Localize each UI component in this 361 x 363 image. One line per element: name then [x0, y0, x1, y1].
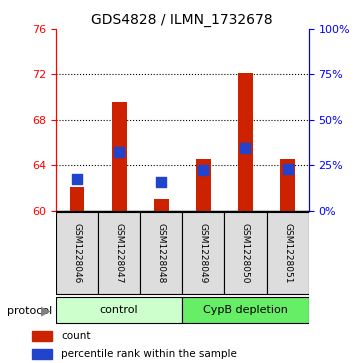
Text: percentile rank within the sample: percentile rank within the sample: [61, 349, 237, 359]
Text: GSM1228046: GSM1228046: [73, 223, 82, 284]
Text: GSM1228051: GSM1228051: [283, 223, 292, 284]
Bar: [238, 73, 253, 211]
Text: ▶: ▶: [41, 305, 51, 318]
Point: [116, 148, 122, 154]
Text: CypB depletion: CypB depletion: [203, 305, 288, 315]
FancyBboxPatch shape: [182, 212, 225, 294]
FancyBboxPatch shape: [140, 212, 182, 294]
Bar: [70, 187, 84, 211]
Text: GSM1228048: GSM1228048: [157, 223, 166, 284]
Bar: [112, 102, 126, 211]
Bar: [196, 159, 211, 211]
Point: [74, 176, 80, 182]
Text: control: control: [100, 305, 138, 315]
Bar: [32, 331, 52, 341]
Point: [158, 179, 164, 184]
FancyBboxPatch shape: [266, 212, 309, 294]
Text: protocol: protocol: [7, 306, 52, 316]
FancyBboxPatch shape: [225, 212, 266, 294]
Point: [285, 166, 291, 172]
Bar: [280, 159, 295, 211]
Text: GSM1228049: GSM1228049: [199, 223, 208, 284]
Title: GDS4828 / ILMN_1732678: GDS4828 / ILMN_1732678: [91, 13, 273, 26]
FancyBboxPatch shape: [98, 212, 140, 294]
Text: GSM1228050: GSM1228050: [241, 223, 250, 284]
FancyBboxPatch shape: [56, 297, 182, 323]
Point: [200, 167, 206, 173]
Bar: [154, 199, 169, 211]
FancyBboxPatch shape: [182, 297, 309, 323]
Text: count: count: [61, 331, 91, 341]
Bar: [32, 349, 52, 359]
Point: [243, 145, 248, 151]
Text: GSM1228047: GSM1228047: [115, 223, 123, 284]
FancyBboxPatch shape: [56, 212, 98, 294]
